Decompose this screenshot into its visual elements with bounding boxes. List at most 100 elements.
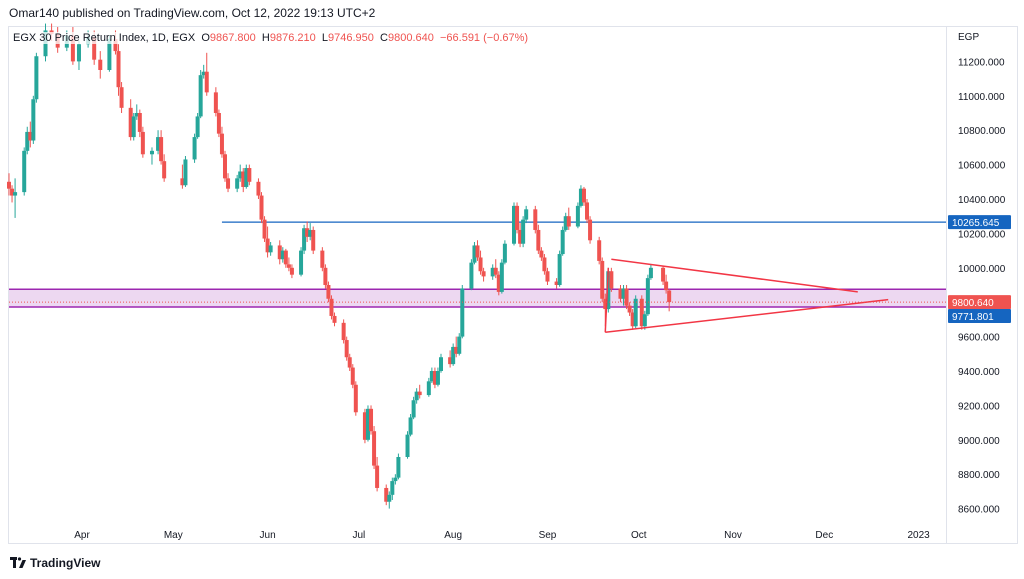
candle-body <box>539 250 544 258</box>
candle-77 <box>384 484 389 506</box>
candle-body <box>627 305 632 313</box>
candle-115 <box>542 254 547 275</box>
candle-79 <box>390 477 395 500</box>
candle-body <box>648 267 653 279</box>
y-tick-label: 8800.000 <box>958 470 1000 481</box>
x-tick-label: 2023 <box>907 530 930 541</box>
candle-body <box>305 228 310 237</box>
candle-body <box>204 71 209 93</box>
candle-body <box>344 340 349 358</box>
price-labels: 10265.645 9800.640 9771.801 <box>948 215 1011 324</box>
candle-38 <box>216 109 221 138</box>
candle-117 <box>554 278 559 289</box>
y-tick-label: 10000.000 <box>958 264 1006 275</box>
hline-price-label: 10265.645 <box>952 218 1000 229</box>
y-tick-label: 10800.000 <box>958 126 1006 137</box>
candle-body <box>372 431 377 466</box>
candle-43 <box>238 164 243 182</box>
candle-21 <box>128 99 133 141</box>
candle-body <box>502 243 507 263</box>
candle-body <box>469 262 474 289</box>
candle-133 <box>621 285 626 306</box>
legend-high-label: H <box>261 32 270 44</box>
candle-95 <box>457 333 462 356</box>
candle-125 <box>585 199 590 224</box>
candle-107 <box>512 202 517 246</box>
candle-body <box>429 371 434 382</box>
candle-74 <box>369 405 374 435</box>
zone-price-label: 9771.801 <box>952 312 994 323</box>
legend-open-value: 9867.800 <box>209 32 256 44</box>
candle-body <box>353 384 358 413</box>
candle-body <box>585 202 590 220</box>
candle-body <box>320 250 325 268</box>
support-zone <box>9 288 946 308</box>
candle-body <box>411 400 416 418</box>
candle-7 <box>34 52 39 103</box>
candle-body <box>289 267 294 275</box>
candle-68 <box>344 336 349 361</box>
footer-brand-text: TradingView <box>30 556 101 570</box>
candle-67 <box>341 319 346 344</box>
symbol-legend[interactable]: EGX 30 Price Return Index, 1D, EGX O9867… <box>13 32 529 44</box>
candle-body <box>192 137 197 160</box>
candle-142 <box>661 266 666 285</box>
candle-body <box>216 113 221 134</box>
candle-92 <box>448 350 453 368</box>
candle-body <box>384 487 389 502</box>
candle-88 <box>429 367 434 384</box>
candle-body <box>128 107 133 138</box>
candle-body <box>119 87 124 108</box>
y-tick-label: 11200.000 <box>958 57 1005 68</box>
candle-23 <box>134 104 139 120</box>
candle-59 <box>305 221 310 242</box>
candle-body <box>131 116 136 138</box>
candle-body <box>265 238 270 253</box>
candle-body <box>149 150 154 155</box>
legend-low-value: 9746.950 <box>328 32 374 44</box>
candle-101 <box>481 267 486 282</box>
candle-body <box>277 245 282 260</box>
candle-40 <box>222 150 227 182</box>
legend-open-label: O <box>201 32 210 44</box>
candle-body <box>536 229 541 251</box>
candle-122 <box>575 202 580 229</box>
y-tick-label: 9600.000 <box>958 333 1000 344</box>
candle-body <box>588 219 593 241</box>
candle-body <box>332 315 337 323</box>
candle-body <box>554 281 559 285</box>
candle-body <box>375 465 380 488</box>
candle-body <box>283 250 288 265</box>
candle-body <box>603 298 608 310</box>
candle-body <box>426 381 431 396</box>
candle-body <box>606 271 611 310</box>
candle-body <box>201 71 206 76</box>
candle-body <box>621 288 626 299</box>
candle-body <box>667 290 672 303</box>
y-tick-label: 9000.000 <box>958 436 1000 447</box>
candle-body <box>578 188 583 206</box>
candle-0 <box>7 173 11 196</box>
triangle-pattern[interactable] <box>604 258 889 334</box>
candle-body <box>460 288 465 337</box>
candle-76 <box>375 457 380 492</box>
candle-body <box>180 178 185 186</box>
candle-body <box>183 159 188 186</box>
candle-body <box>518 229 523 244</box>
candle-124 <box>581 186 586 206</box>
candle-114 <box>539 247 544 261</box>
candle-body <box>642 314 647 327</box>
candle-16 <box>98 51 103 79</box>
candle-69 <box>347 353 352 371</box>
footer-brand[interactable]: TradingView <box>10 556 100 570</box>
candle-136 <box>630 309 635 330</box>
candle-72 <box>362 408 367 444</box>
candle-body <box>259 195 264 220</box>
candle-body <box>280 250 285 260</box>
candle-51 <box>268 242 273 256</box>
candle-body <box>341 322 346 341</box>
candle-body <box>323 267 328 285</box>
candle-120 <box>563 212 568 232</box>
candle-body <box>347 357 352 368</box>
